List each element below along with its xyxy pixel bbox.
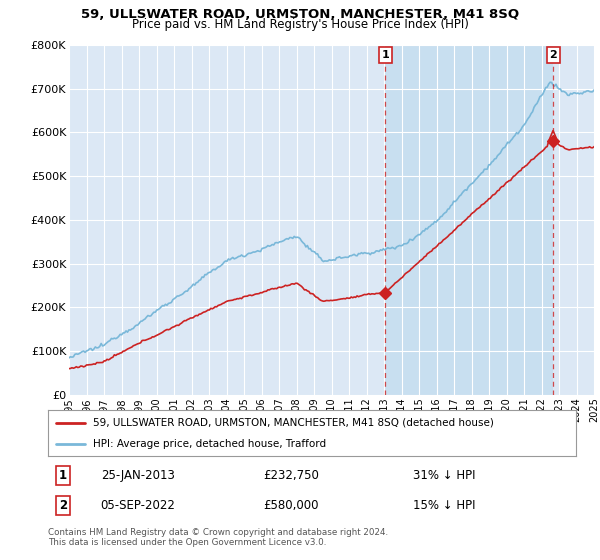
Text: 05-SEP-2022: 05-SEP-2022 — [100, 498, 175, 512]
Text: £232,750: £232,750 — [263, 469, 319, 482]
Text: Contains HM Land Registry data © Crown copyright and database right 2024.
This d: Contains HM Land Registry data © Crown c… — [48, 528, 388, 547]
Bar — [385, 45, 553, 395]
Text: Price paid vs. HM Land Registry's House Price Index (HPI): Price paid vs. HM Land Registry's House … — [131, 18, 469, 31]
Text: 59, ULLSWATER ROAD, URMSTON, MANCHESTER, M41 8SQ: 59, ULLSWATER ROAD, URMSTON, MANCHESTER,… — [81, 8, 519, 21]
Text: HPI: Average price, detached house, Trafford: HPI: Average price, detached house, Traf… — [93, 439, 326, 449]
Text: 1: 1 — [59, 469, 67, 482]
Text: 59, ULLSWATER ROAD, URMSTON, MANCHESTER, M41 8SQ (detached house): 59, ULLSWATER ROAD, URMSTON, MANCHESTER,… — [93, 418, 494, 428]
Text: £580,000: £580,000 — [263, 498, 319, 512]
Text: 31% ↓ HPI: 31% ↓ HPI — [413, 469, 475, 482]
Text: 15% ↓ HPI: 15% ↓ HPI — [413, 498, 475, 512]
Text: 1: 1 — [382, 50, 389, 60]
Text: 2: 2 — [59, 498, 67, 512]
Text: 2: 2 — [550, 50, 557, 60]
Text: 25-JAN-2013: 25-JAN-2013 — [101, 469, 175, 482]
